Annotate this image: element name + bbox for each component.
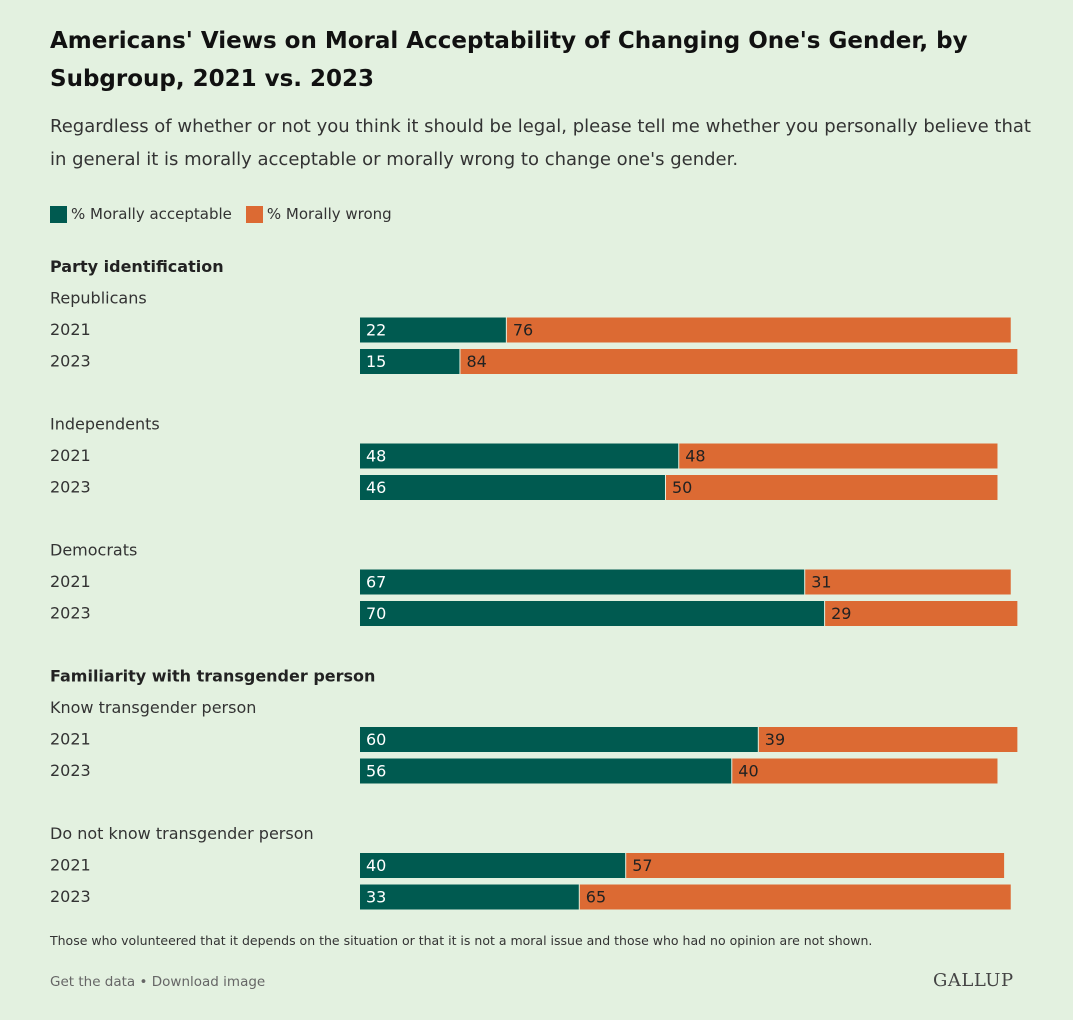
- bar-acceptable: [360, 475, 665, 500]
- chart-subtitle: Regardless of whether or not you think i…: [50, 116, 1031, 170]
- bar-acceptable: [360, 317, 506, 343]
- year-label: 2023: [50, 478, 91, 497]
- data-label-acceptable: 67: [366, 573, 386, 592]
- bar-acceptable: [360, 758, 732, 784]
- bar-acceptable: [360, 443, 679, 469]
- data-label-wrong: 50: [672, 478, 692, 497]
- bar-wrong: [460, 349, 1018, 374]
- year-label: 2021: [50, 730, 91, 749]
- year-label: 2021: [50, 572, 91, 591]
- group-label: Democrats: [50, 541, 137, 560]
- data-label-wrong: 48: [685, 447, 705, 466]
- group-label: Republicans: [50, 289, 147, 308]
- bar-acceptable: [360, 727, 758, 752]
- footnote: Those who volunteered that it depends on…: [50, 933, 873, 948]
- bar-wrong: [732, 758, 998, 784]
- legend-label-wrong: % Morally wrong: [266, 205, 392, 223]
- data-label-wrong: 40: [738, 762, 758, 781]
- legend-item-acceptable: % Morally acceptable: [50, 205, 232, 223]
- year-label: 2023: [50, 604, 91, 623]
- stacked-bar-chart: Party identification Republicans 2021 22 76 2…: [50, 257, 1018, 910]
- data-label-acceptable: 46: [366, 478, 386, 497]
- section-heading: Familiarity with transgender person: [50, 667, 375, 686]
- data-label-acceptable: 22: [366, 321, 386, 340]
- bar-wrong: [579, 884, 1011, 910]
- legend-swatch-acceptable: [50, 205, 67, 223]
- footer-links: Get the data • Download image: [50, 974, 265, 990]
- data-label-wrong: 76: [513, 321, 533, 340]
- group-label: Independents: [50, 415, 160, 434]
- data-label-acceptable: 60: [366, 730, 386, 749]
- year-label: 2021: [50, 856, 91, 875]
- bar-wrong: [679, 443, 998, 469]
- data-label-wrong: 65: [586, 888, 606, 907]
- data-label-wrong: 84: [466, 352, 486, 371]
- bar-acceptable: [360, 349, 460, 374]
- gallup-logo: GALLUP: [933, 970, 1014, 991]
- data-label-acceptable: 40: [366, 856, 386, 875]
- data-label-wrong: 57: [632, 856, 652, 875]
- year-label: 2023: [50, 887, 91, 906]
- bar-wrong: [758, 727, 1018, 752]
- bar-wrong: [665, 475, 998, 500]
- year-label: 2023: [50, 761, 91, 780]
- legend-item-wrong: % Morally wrong: [245, 205, 392, 223]
- year-label: 2021: [50, 446, 91, 465]
- legend-label-acceptable: % Morally acceptable: [71, 205, 232, 223]
- data-label-wrong: 31: [811, 573, 831, 592]
- section-heading: Party identification: [50, 257, 224, 276]
- bar-wrong: [626, 853, 1005, 878]
- data-label-wrong: 39: [765, 730, 785, 749]
- bar-acceptable: [360, 884, 579, 910]
- download-image-link[interactable]: Download image: [151, 974, 266, 990]
- data-label-acceptable: 33: [366, 888, 386, 907]
- bar-wrong: [805, 569, 1011, 595]
- bar-wrong: [506, 317, 1011, 343]
- data-label-acceptable: 48: [366, 447, 386, 466]
- bar-wrong: [825, 601, 1018, 626]
- group-label: Do not know transgender person: [50, 824, 314, 843]
- group-label: Know transgender person: [50, 698, 256, 717]
- chart-title: Americans' Views on Moral Acceptability …: [50, 28, 968, 92]
- bar-acceptable: [360, 853, 626, 878]
- year-label: 2023: [50, 352, 91, 371]
- link-separator: •: [135, 974, 152, 990]
- data-label-wrong: 29: [831, 604, 851, 623]
- year-label: 2021: [50, 320, 91, 339]
- data-label-acceptable: 70: [366, 604, 386, 623]
- legend: % Morally acceptable % Morally wrong: [50, 204, 406, 224]
- data-label-acceptable: 15: [366, 352, 386, 371]
- bar-acceptable: [360, 601, 825, 626]
- bar-acceptable: [360, 569, 805, 595]
- data-label-acceptable: 56: [366, 762, 386, 781]
- get-data-link[interactable]: Get the data: [50, 974, 136, 990]
- legend-swatch-wrong: [245, 205, 263, 223]
